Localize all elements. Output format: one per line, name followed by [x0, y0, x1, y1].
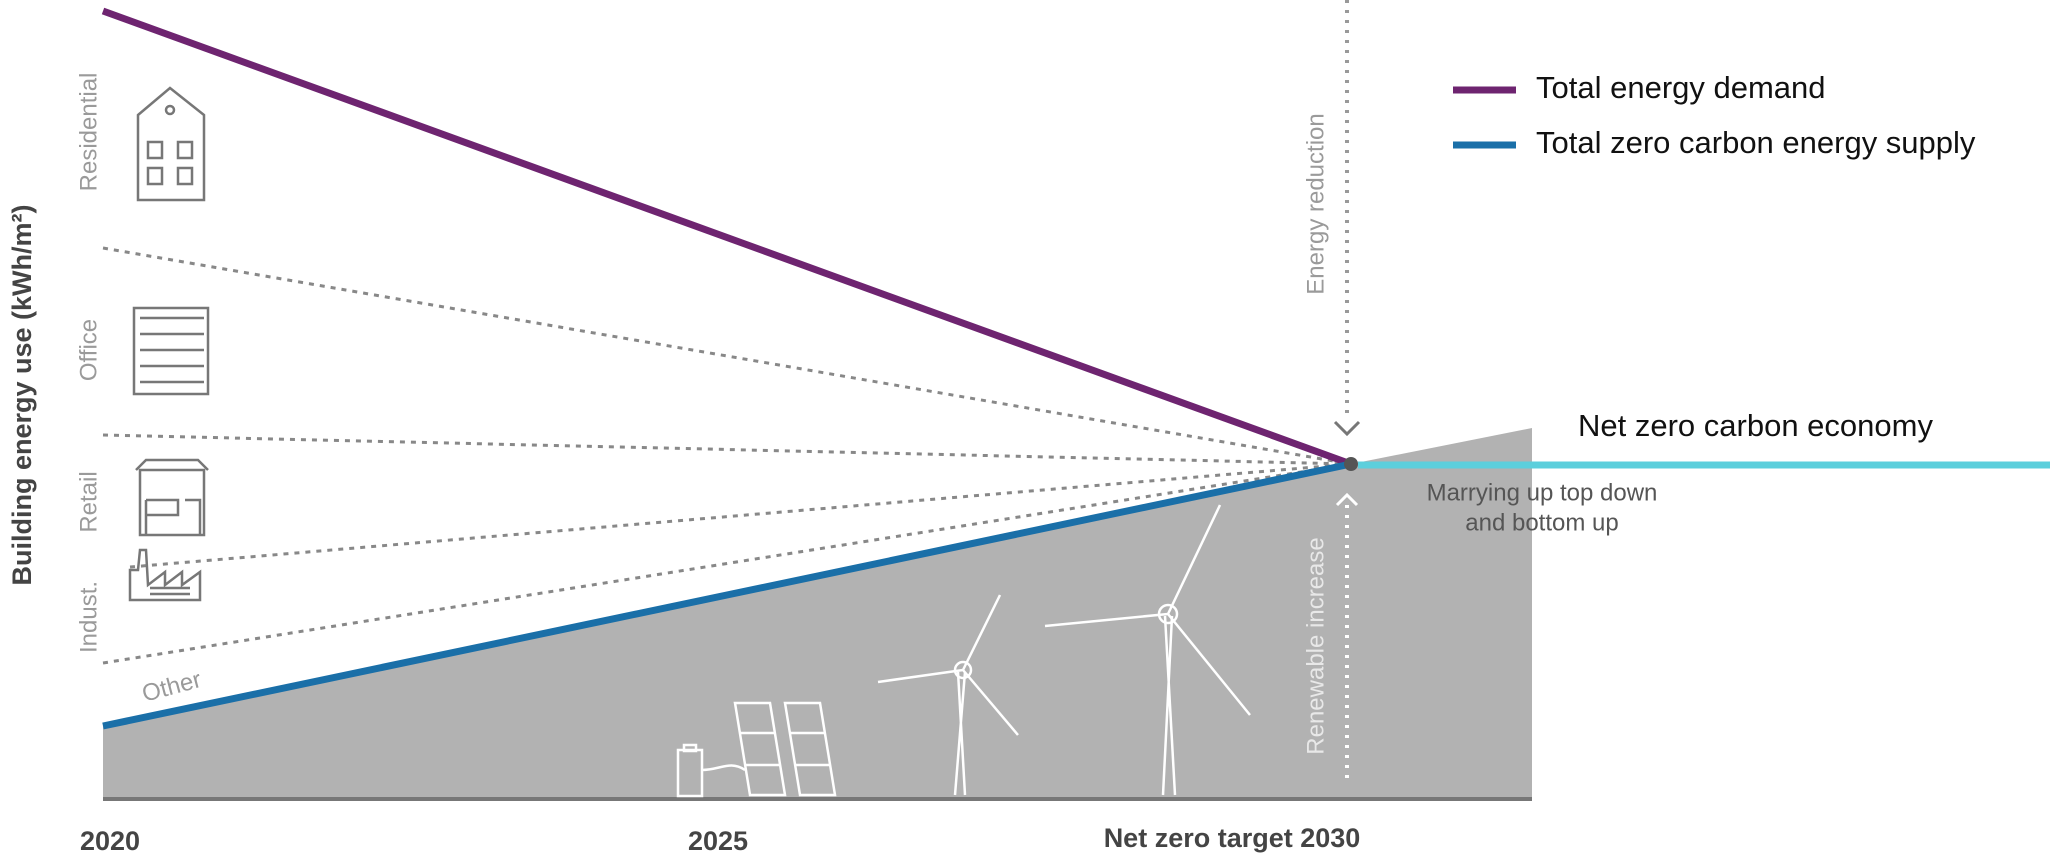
x-label: 2020 [80, 826, 140, 856]
annotation: Net zero carbon economy [1578, 408, 1933, 443]
annotation: and bottom up [1465, 509, 1618, 536]
supply-area [103, 428, 1532, 797]
supply-line [102, 460, 1352, 730]
legend-label: Total zero carbon energy supply [1536, 125, 1976, 160]
sector-dividers [102, 246, 1352, 665]
x-label: Net zero target 2030 [1104, 823, 1361, 853]
sector-label: Indust. [75, 581, 102, 653]
legend: Total energy demand Total zero carbon ene… [1453, 70, 1976, 160]
demand-line [101, 7, 1353, 468]
annotation: Energy reduction [1302, 113, 1329, 294]
sector-label: Office [75, 319, 102, 381]
y-axis-title: Building energy use (kWh/m²) [7, 204, 37, 585]
arrow-head [1335, 492, 1359, 507]
icons [128, 86, 210, 602]
annotation: Marrying up top down [1427, 479, 1658, 506]
sector-label: Residential [75, 73, 102, 192]
renewables [676, 504, 1251, 798]
annotation: Renewable increase [1302, 537, 1329, 754]
sector-label: Other [139, 666, 204, 708]
arrow-head [1333, 420, 1361, 437]
convergence-point [1344, 457, 1358, 471]
x-label: 2025 [688, 826, 748, 856]
sector-label: Retail [75, 471, 102, 532]
legend-label: Total energy demand [1536, 70, 1826, 105]
